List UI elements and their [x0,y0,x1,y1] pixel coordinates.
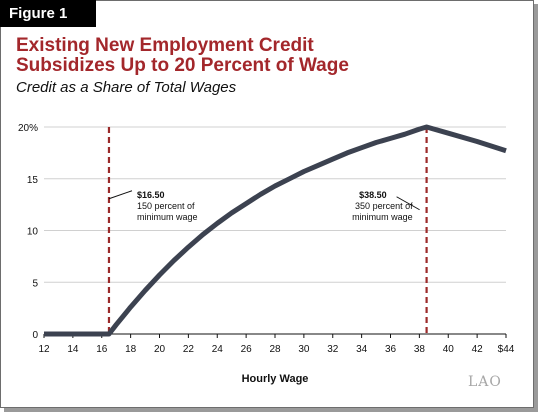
x-tick-label: 14 [67,344,79,355]
x-tick-label: 40 [443,344,455,355]
x-tick-label: 24 [212,344,224,355]
y-tick-label: 10 [27,227,39,238]
chart-title: Existing New Employment Credit Subsidize… [16,36,349,76]
x-tick-label: 36 [385,344,397,355]
chart-subtitle: Credit as a Share of Total Wages [16,79,237,96]
y-tick-label: 20% [18,123,38,134]
x-tick-label: 30 [298,344,310,355]
lao-logo: LAO [468,374,502,390]
x-tick-label: 18 [125,344,137,355]
annotation-leader [108,190,133,200]
series-line [44,124,507,337]
x-tick-label: 26 [241,344,253,355]
y-tick-label: 15 [27,175,39,186]
annotation-text: minimum wage [137,212,198,222]
x-tick-label: 16 [96,344,108,355]
x-tick-label: 28 [269,344,281,355]
annotation-text: 150 percent of [137,201,195,211]
x-tick-label: 38 [414,344,426,355]
x-axis-label: Hourly Wage [242,373,309,385]
annotation-text: 350 percent of [355,201,413,211]
title-line-1: Existing New Employment Credit [16,35,314,56]
annotation-title: $16.50 [137,190,165,200]
title-line-2: Subsidizes Up to 20 Percent of Wage [16,55,349,76]
annotation-title: $38.50 [359,190,387,200]
x-tick-label: 32 [327,344,339,355]
x-tick-label: 42 [472,344,484,355]
x-tick-label: 34 [356,344,368,355]
x-tick-label: 12 [38,344,50,355]
annotation-text: minimum wage [352,212,413,222]
y-tick-label: 5 [32,278,38,289]
annotation-leader [396,196,420,211]
figure-frame [0,0,534,408]
y-tick-label: 0 [32,330,38,341]
x-tick-label: $44 [498,344,515,355]
x-tick-label: 20 [154,344,166,355]
figure-label: Figure 1 [0,0,96,27]
x-tick-label: 22 [183,344,195,355]
